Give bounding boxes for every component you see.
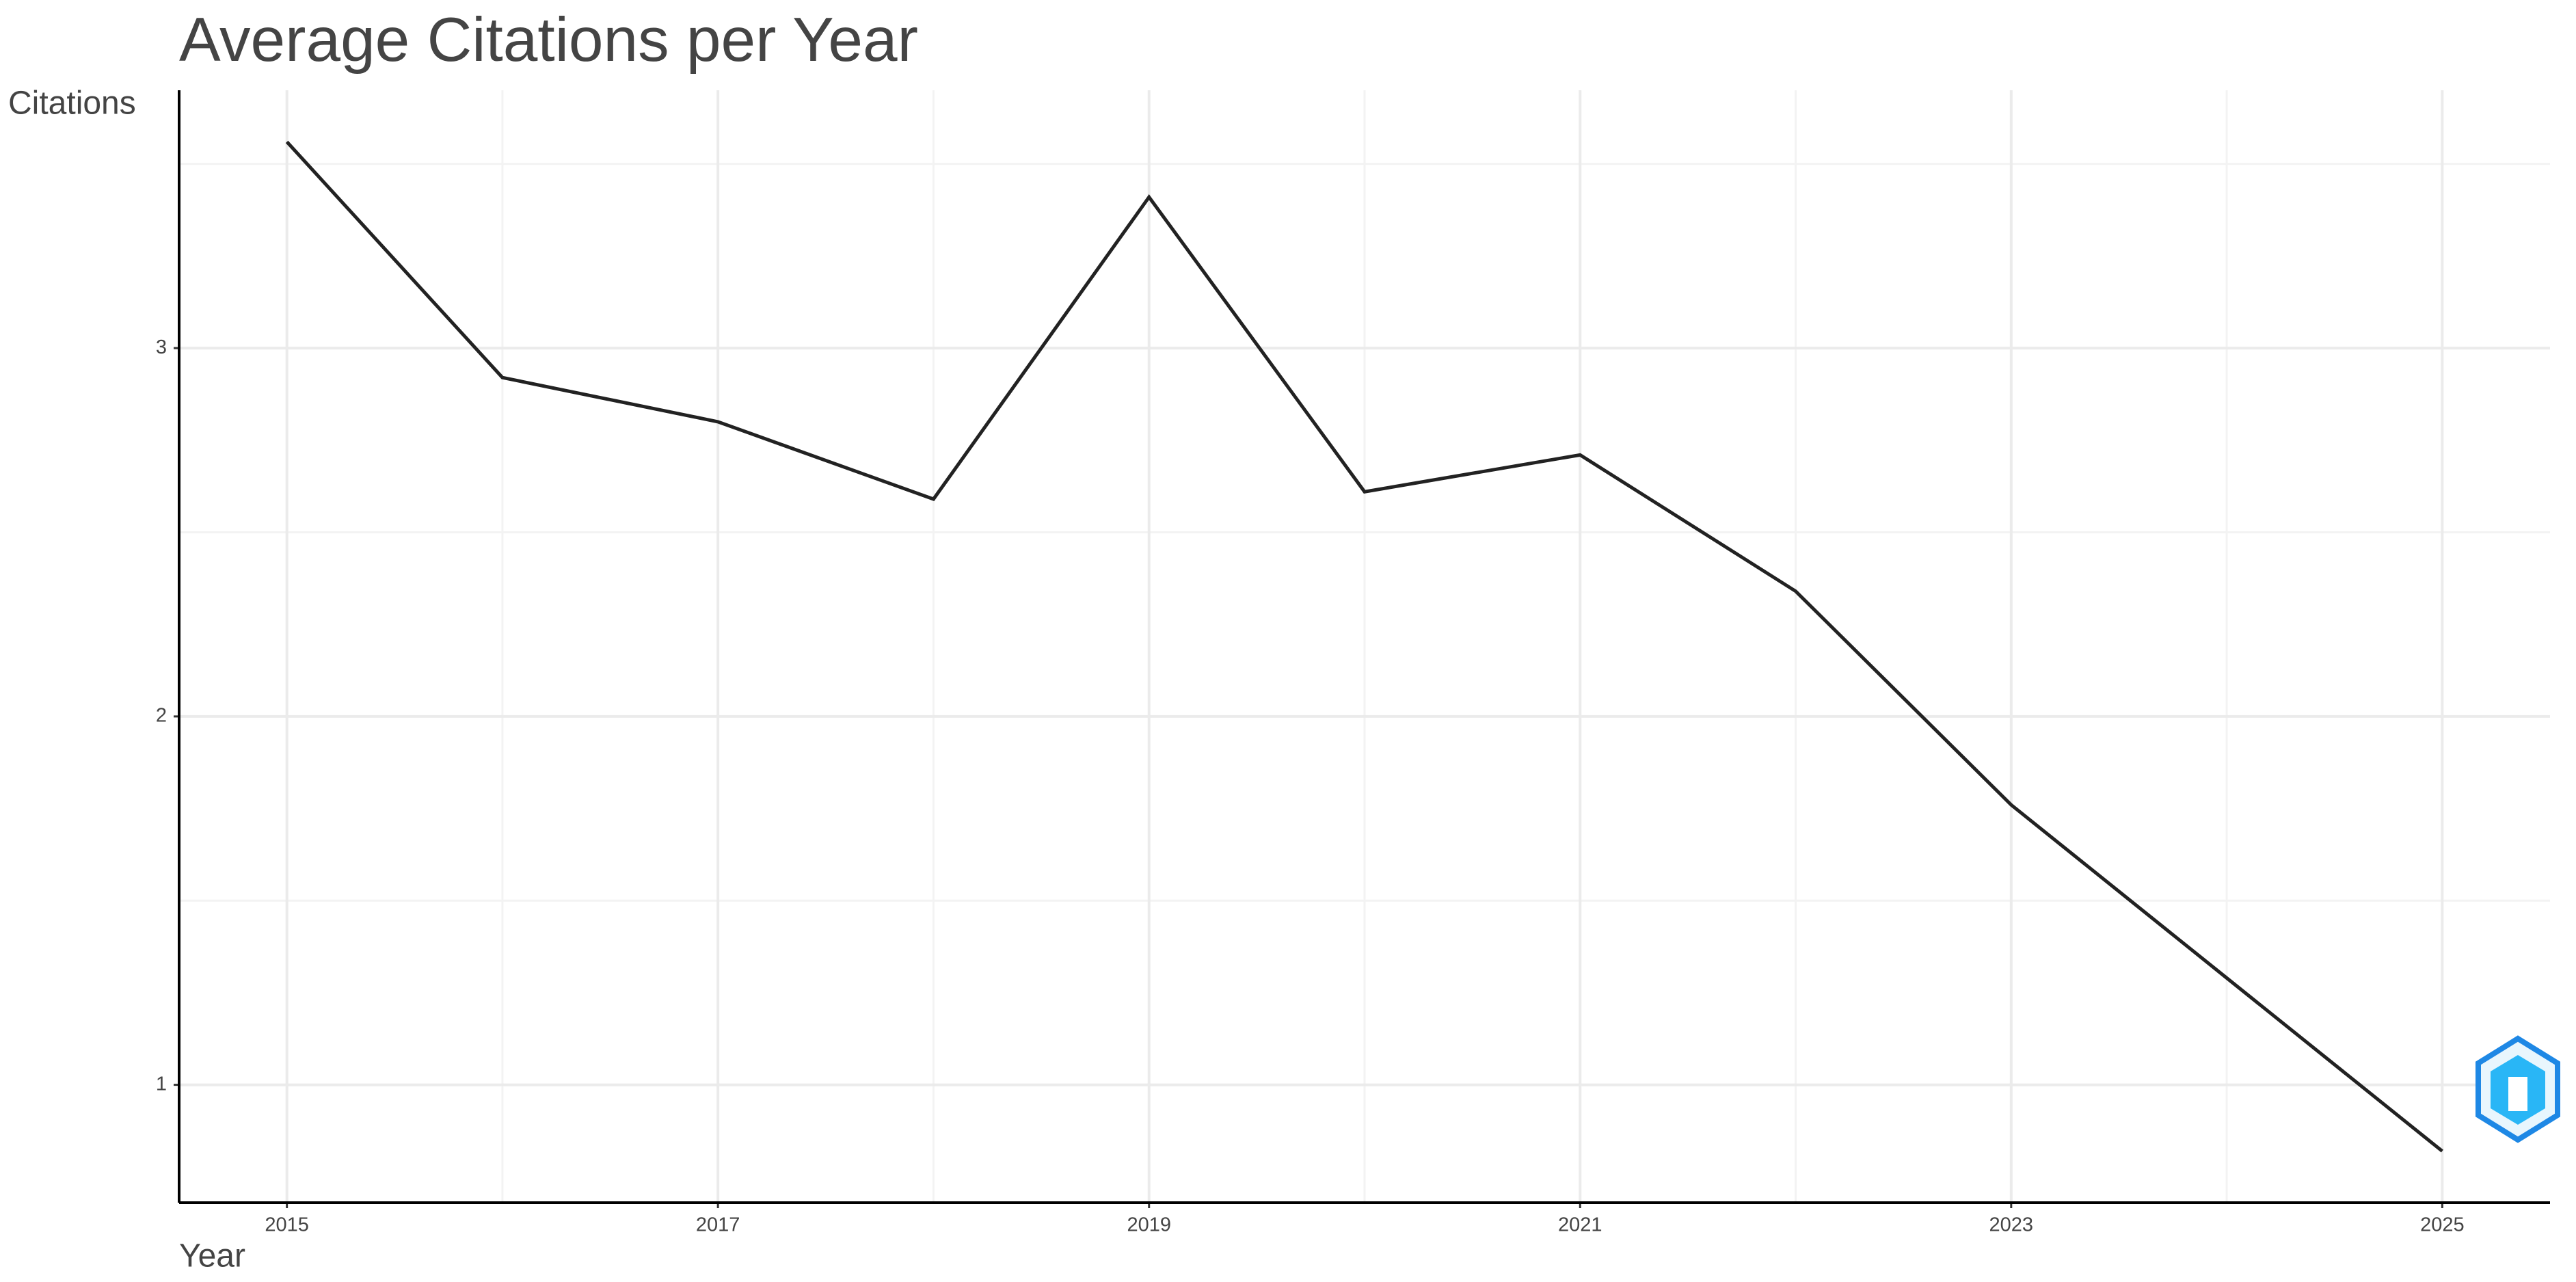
data-line <box>285 140 2443 1153</box>
logo <box>2476 1035 2560 1143</box>
x-tick-label: 2015 <box>265 1214 309 1236</box>
y-tick-label: 2 <box>156 705 167 727</box>
y-axis-label: Citations <box>8 85 136 122</box>
y-tick-label: 1 <box>156 1073 167 1095</box>
chart-title: Average Citations per Year <box>179 5 918 75</box>
x-tick-label: 2023 <box>1989 1214 2034 1236</box>
y-tick-label: 3 <box>156 336 167 358</box>
x-tick-label: 2017 <box>696 1214 740 1236</box>
x-axis-label: Year <box>179 1238 245 1274</box>
x-tick-label: 2025 <box>2420 1214 2465 1236</box>
x-tick-label: 2019 <box>1127 1214 1171 1236</box>
x-tick-label: 2021 <box>1558 1214 1602 1236</box>
